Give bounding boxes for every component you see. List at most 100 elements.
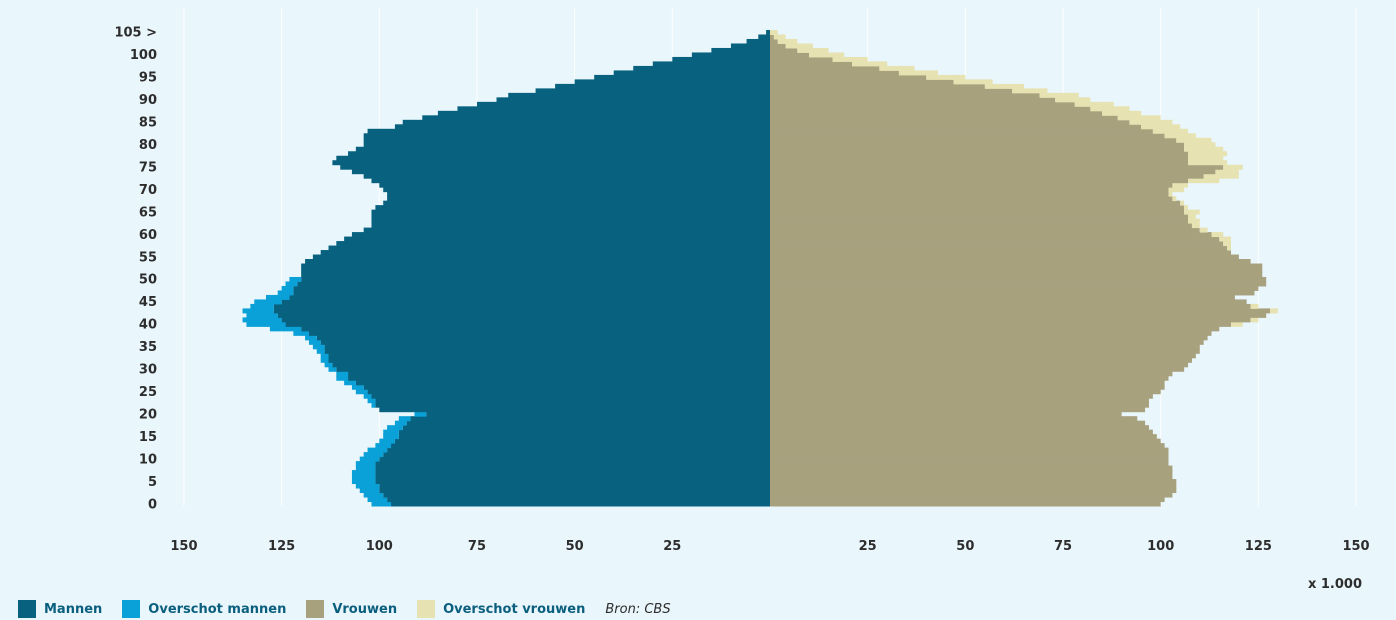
bar-mannen [375,205,770,211]
bar-mannen [394,438,770,444]
bar-vrouwen [770,38,778,44]
bar-mannen [348,151,770,157]
bar-vrouwen [770,438,1161,444]
bar-vrouwen [770,268,1263,273]
bar-mannen [437,110,770,116]
bar-overschot-mannen [320,357,329,363]
bar-overschot-vrouwen [1129,119,1173,125]
bar-vrouwen [770,344,1200,350]
bar-mannen [363,142,770,148]
bar-mannen [301,268,770,273]
bar-vrouwen [770,56,833,62]
bar-mannen [574,79,770,85]
bar-mannen [301,272,770,278]
bar-overschot-vrouwen [1188,151,1228,157]
bar-overschot-vrouwen [852,61,888,67]
bar-vrouwen [770,330,1212,336]
y-tick-label: 95 [139,71,157,86]
bar-mannen [652,61,770,67]
legend-item-overschot-mannen: Overschot mannen [122,600,286,618]
bar-vrouwen [770,488,1177,494]
bar-mannen [277,312,770,318]
bar-mannen [367,128,770,134]
bar-vrouwen [770,434,1157,440]
bar-mannen [375,461,770,467]
bar-overschot-vrouwen [1168,191,1173,197]
bar-overschot-vrouwen [1223,164,1243,170]
bar-overschot-vrouwen [1199,227,1208,233]
bar-mannen [633,65,770,71]
bar-vrouwen [770,119,1130,125]
bar-vrouwen [770,420,1146,426]
bar-overschot-vrouwen [1188,155,1224,161]
bar-vrouwen [770,236,1220,242]
bar-vrouwen [770,47,798,53]
bar-vrouwen [770,241,1224,247]
bar-mannen [289,294,770,300]
bar-overschot-mannen [379,438,395,444]
bar-mannen [394,124,770,130]
bar-mannen [672,56,770,62]
bar-vrouwen [770,214,1189,220]
bar-mannen [766,30,770,35]
bar-overschot-mannen [387,425,403,431]
bar-vrouwen [770,97,1056,103]
bar-overschot-mannen [351,479,376,485]
bar-mannen [355,380,770,386]
bar-vrouwen [770,182,1173,188]
bar-overschot-vrouwen [1231,321,1243,327]
bar-mannen [328,353,770,359]
bar-overschot-vrouwen [1184,205,1189,211]
bar-vrouwen [770,254,1239,260]
bar-mannen [273,308,770,314]
bar-overschot-mannen [305,335,317,341]
legend-swatch-vrouwen [306,600,325,618]
bar-overschot-vrouwen [953,79,993,85]
bar-vrouwen [770,79,954,85]
bar-overschot-vrouwen [1188,218,1200,224]
bar-vrouwen [770,447,1169,453]
legend-label: Mannen [44,601,103,617]
bar-overschot-mannen [254,299,282,305]
bar-overschot-mannen [375,443,392,449]
x-axis-labels: 150 125 100 75 50 25 25 50 75 100 125 150 [170,539,1369,554]
y-tick-label: 45 [139,295,157,310]
bar-overschot-vrouwen [1090,106,1130,112]
legend-label: Vrouwen [332,601,398,617]
bar-mannen [613,70,770,76]
bar-overschot-vrouwen [1270,308,1278,314]
bar-overschot-mannen [242,317,282,323]
bar-mannen [305,259,770,265]
bar-mannen [363,137,770,143]
bar-vrouwen [770,205,1185,211]
bar-vrouwen [770,209,1185,215]
bar-vrouwen [770,411,1122,417]
legend-swatch-overschot-vrouwen [417,600,436,618]
bar-mannen [422,115,770,121]
x-tick-label-left: 50 [566,539,584,554]
bar-overschot-mannen [246,321,286,327]
bar-vrouwen [770,303,1251,309]
bar-overschot-mannen [367,497,388,503]
bar-vrouwen [770,362,1189,368]
y-tick-label: 20 [139,407,157,422]
bar-vrouwen [770,263,1263,269]
x-tick-label-right: 125 [1245,539,1272,554]
bar-mannen [426,411,770,417]
bar-vrouwen [770,348,1200,354]
bar-overschot-mannen [285,281,298,287]
bar-mannen [328,357,770,363]
bar-overschot-vrouwen [1227,245,1232,251]
bar-overschot-vrouwen [1250,317,1259,323]
bar-vrouwen [770,339,1204,345]
bar-mannen [332,362,770,368]
y-tick-label: 90 [139,93,157,108]
bar-mannen [281,317,770,323]
bar-vrouwen [770,407,1146,413]
bar-mannen [387,191,770,197]
bar-vrouwen [770,218,1189,224]
bar-vrouwen [770,259,1251,265]
bar-overschot-vrouwen [1012,88,1048,94]
bar-vrouwen [770,151,1189,157]
bar-overschot-mannen [328,366,337,372]
